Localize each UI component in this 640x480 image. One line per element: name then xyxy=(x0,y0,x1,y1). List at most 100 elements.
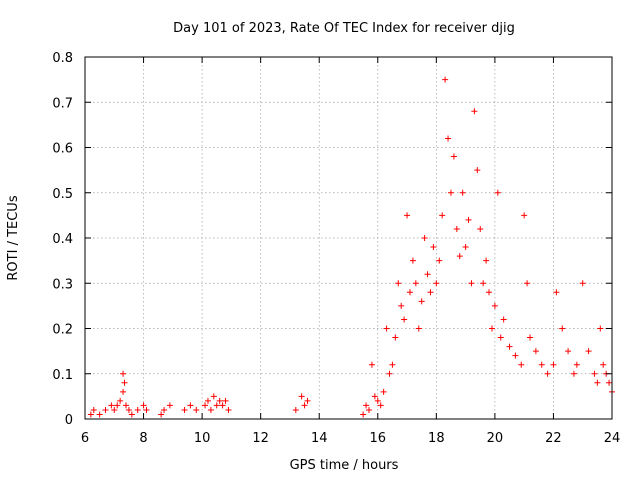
chart-title: Day 101 of 2023, Rate Of TEC Index for r… xyxy=(173,21,515,36)
data-point xyxy=(292,406,299,413)
data-point xyxy=(389,361,396,368)
data-point xyxy=(210,393,217,400)
data-point xyxy=(166,402,173,409)
data-point xyxy=(579,280,586,287)
data-point xyxy=(222,397,229,404)
data-point xyxy=(491,302,498,309)
data-point xyxy=(591,370,598,377)
data-point xyxy=(216,397,223,404)
data-point xyxy=(488,325,495,332)
y-axis-label: ROTI / TECUs xyxy=(6,195,21,280)
data-point xyxy=(360,411,367,418)
data-point xyxy=(395,280,402,287)
axis-ticks: 6 8 10 12 14 16 18 20 22 24 0 0.1 0.2 0.3 0.4 0.5 0.6 0.7… xyxy=(52,51,620,446)
data-point xyxy=(483,257,490,264)
x-tick-label: 8 xyxy=(139,431,147,446)
y-tick-label: 0.1 xyxy=(52,368,73,383)
data-point xyxy=(193,406,200,413)
data-point xyxy=(573,361,580,368)
data-point xyxy=(386,370,393,377)
data-point xyxy=(409,257,416,264)
x-tick-label: 22 xyxy=(545,431,562,446)
data-point xyxy=(570,370,577,377)
data-point xyxy=(480,280,487,287)
data-point xyxy=(594,379,601,386)
data-point xyxy=(412,280,419,287)
data-point xyxy=(102,406,109,413)
data-point xyxy=(111,406,118,413)
data-point xyxy=(404,212,411,219)
data-point xyxy=(436,257,443,264)
x-tick-label: 16 xyxy=(370,431,387,446)
data-point xyxy=(433,280,440,287)
x-tick-label: 10 xyxy=(194,431,211,446)
data-point xyxy=(421,235,428,241)
data-point xyxy=(427,289,434,296)
data-point xyxy=(301,402,308,409)
data-point xyxy=(304,397,311,404)
data-point xyxy=(415,325,422,332)
data-point xyxy=(128,411,135,418)
data-point xyxy=(377,402,384,409)
data-point xyxy=(202,402,209,409)
data-point xyxy=(468,280,475,287)
data-point xyxy=(120,370,127,377)
data-point xyxy=(506,343,513,350)
data-point xyxy=(368,361,375,368)
data-point xyxy=(134,406,141,413)
data-point xyxy=(521,212,528,219)
data-point xyxy=(418,298,425,305)
data-point xyxy=(392,334,399,341)
data-point xyxy=(527,334,534,341)
data-point xyxy=(122,402,129,409)
x-tick-label: 6 xyxy=(81,431,89,446)
data-point xyxy=(161,406,168,413)
grid-lines xyxy=(85,57,612,419)
data-point xyxy=(477,225,484,232)
x-axis-label: GPS time / hours xyxy=(290,458,399,473)
y-tick-label: 0.4 xyxy=(52,232,73,247)
data-point xyxy=(538,361,545,368)
data-point xyxy=(532,348,539,355)
data-point xyxy=(96,411,103,418)
data-point xyxy=(518,361,525,368)
data-point xyxy=(559,325,566,332)
data-point xyxy=(597,325,604,332)
data-point xyxy=(207,406,214,413)
data-point xyxy=(117,397,124,404)
data-point xyxy=(225,406,232,413)
data-point xyxy=(462,244,469,251)
y-tick-label: 0 xyxy=(65,413,73,428)
data-point xyxy=(181,406,188,413)
data-point xyxy=(456,253,463,260)
y-tick-label: 0.8 xyxy=(52,51,73,66)
data-point xyxy=(424,271,431,278)
data-point xyxy=(120,388,127,395)
data-point xyxy=(524,280,531,287)
data-point xyxy=(497,334,504,341)
y-tick-label: 0.3 xyxy=(52,277,73,292)
data-point xyxy=(486,289,493,296)
data-point xyxy=(398,302,405,309)
data-point xyxy=(158,411,165,418)
data-point xyxy=(471,108,478,115)
data-point xyxy=(87,411,94,418)
data-point xyxy=(187,402,194,409)
data-point xyxy=(494,189,501,196)
data-point xyxy=(453,225,460,232)
data-point xyxy=(430,244,437,251)
data-point xyxy=(606,379,613,386)
data-point xyxy=(500,316,507,323)
data-point xyxy=(121,379,128,386)
data-point xyxy=(90,406,97,413)
data-point xyxy=(447,189,454,196)
x-tick-label: 12 xyxy=(252,431,269,446)
data-point xyxy=(125,406,132,413)
data-point xyxy=(108,402,115,409)
x-tick-label: 14 xyxy=(311,431,328,446)
data-point xyxy=(439,212,446,219)
data-point xyxy=(553,289,560,296)
y-tick-label: 0.7 xyxy=(52,96,73,111)
data-point xyxy=(474,167,481,174)
